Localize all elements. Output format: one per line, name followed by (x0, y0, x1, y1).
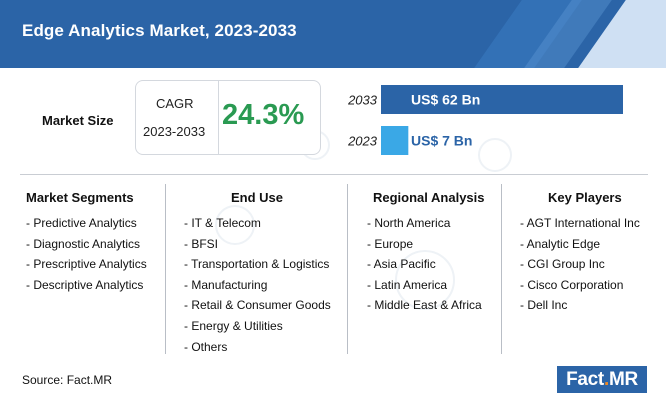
column-separator (165, 184, 166, 354)
regional-analysis-column: Regional Analysis North AmericaEuropeAsi… (367, 190, 485, 316)
end-use-column: End Use IT & TelecomBFSITransportation &… (184, 190, 331, 357)
factmr-logo: Fact.MR (557, 366, 647, 393)
source-note: Source: Fact.MR (22, 373, 113, 387)
region-item: Latin America (367, 275, 485, 296)
decorative-circle-icon (478, 138, 512, 172)
market-segment-item: Descriptive Analytics (26, 275, 147, 296)
regional-analysis-heading: Regional Analysis (373, 190, 485, 205)
bar-category-label: 2033 (347, 93, 378, 108)
market-size-label: Market Size (42, 113, 114, 128)
cagr-years: 2023-2033 (143, 124, 206, 139)
logo-text: MR (608, 369, 638, 390)
region-item: Middle East & Africa (367, 295, 485, 316)
market-segment-item: Prescriptive Analytics (26, 254, 146, 275)
end-use-item: Transportation & Logistics (184, 254, 331, 275)
end-use-item: Retail & Consumer Goods (184, 295, 330, 316)
end-use-item: Others (184, 337, 331, 358)
section-divider (20, 174, 648, 175)
region-item: Europe (367, 234, 485, 255)
cagr-box (135, 80, 321, 155)
key-players-column: Key Players AGT International IncAnalyti… (520, 190, 640, 316)
header-banner: Edge Analytics Market, 2023-2033 (0, 0, 666, 68)
bar-value-label: US$ 62 Bn (411, 92, 480, 108)
end-use-item: BFSI (184, 234, 331, 255)
key-player-item: Analytic Edge (520, 234, 640, 255)
market-size-chart: 2033 US$ 62 Bn 2023 US$ 7 Bn (335, 78, 635, 158)
market-segment-item: Diagnostic Analytics (26, 234, 147, 255)
market-size-bar-chart: 2033 US$ 62 Bn 2023 US$ 7 Bn (347, 85, 623, 155)
end-use-item: Energy & Utilities (184, 316, 331, 337)
market-segments-list: Predictive AnalyticsDiagnostic Analytics… (26, 213, 147, 296)
cagr-label: CAGR (156, 96, 194, 111)
market-segment-item: Predictive Analytics (26, 213, 147, 234)
key-players-list: AGT International IncAnalytic EdgeCGI Gr… (520, 213, 640, 316)
key-player-item: Dell Inc (520, 295, 640, 316)
cagr-value: 24.3% (222, 99, 305, 131)
end-use-item: Manufacturing (184, 275, 331, 296)
page-title: Edge Analytics Market, 2023-2033 (22, 21, 297, 40)
key-player-item: Cisco Corporation (520, 275, 640, 296)
logo-dot: . (603, 369, 609, 390)
bar-2023 (381, 126, 409, 155)
market-segments-column: Market Segments Predictive AnalyticsDiag… (26, 190, 147, 295)
regional-analysis-list: North AmericaEuropeAsia PacificLatin Ame… (367, 213, 485, 316)
region-item: North America (367, 213, 485, 234)
bar-value-label: US$ 7 Bn (411, 133, 472, 149)
column-separator (347, 184, 348, 354)
key-players-heading: Key Players (548, 190, 622, 205)
cagr-divider (218, 80, 219, 155)
end-use-heading: End Use (231, 190, 284, 205)
bar-2033 (381, 85, 623, 114)
column-separator (501, 184, 502, 354)
end-use-item: IT & Telecom (184, 213, 331, 234)
logo-text: Fact (566, 369, 604, 390)
market-segments-heading: Market Segments (26, 190, 134, 205)
end-use-list: IT & TelecomBFSITransportation & Logisti… (184, 213, 331, 357)
region-item: Asia Pacific (367, 254, 485, 275)
key-player-item: AGT International Inc (520, 213, 640, 234)
bar-category-label: 2023 (347, 134, 378, 149)
key-player-item: CGI Group Inc (520, 254, 640, 275)
